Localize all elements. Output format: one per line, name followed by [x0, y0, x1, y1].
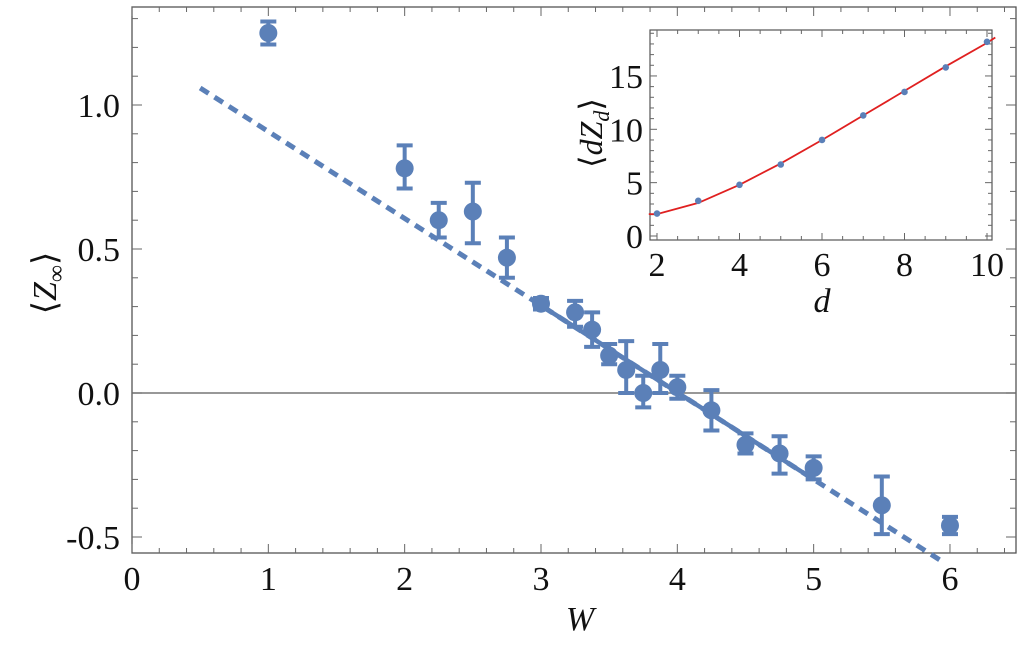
- marker: [651, 360, 670, 379]
- data-point: [651, 342, 670, 395]
- inset-x-tick-label: 2: [649, 247, 666, 284]
- inset-y-tick-label: 5: [626, 166, 643, 203]
- inset-data-point: [653, 210, 661, 217]
- data-point: [531, 294, 550, 313]
- data-point: [259, 19, 278, 47]
- marker: [429, 211, 448, 230]
- inset-y-tick-label: 10: [609, 112, 643, 149]
- data-point: [940, 514, 959, 537]
- data-point: [429, 200, 448, 240]
- y-tick-label: 1.0: [78, 88, 121, 125]
- ylabel-z: Z: [27, 281, 64, 301]
- main-y-axis-title: ⟨Z∞⟩: [27, 252, 70, 315]
- main-frame: [131, 6, 1017, 554]
- marker: [259, 24, 278, 42]
- data-point: [634, 373, 653, 410]
- inset-data-point: [818, 136, 826, 144]
- x-tick-label: 0: [124, 561, 141, 598]
- marker: [566, 303, 585, 322]
- main-x-axis-title: W: [566, 601, 597, 638]
- data-point: [463, 180, 482, 246]
- marker: [617, 360, 636, 379]
- ylabel-d: d: [573, 138, 609, 155]
- data-point: [668, 373, 687, 401]
- data-point: [583, 310, 602, 349]
- data-point: [770, 434, 789, 476]
- data-point: [566, 298, 585, 329]
- x-tick-label: 1: [260, 561, 277, 598]
- marker: [702, 401, 721, 420]
- inset-data-point: [983, 38, 991, 46]
- data-point: [395, 143, 414, 191]
- inset-x-tick-label: 6: [814, 247, 831, 284]
- inset-data-point: [736, 181, 743, 189]
- data-point: [600, 342, 619, 367]
- inset-x-tick-label: 8: [896, 247, 913, 284]
- x-tick-label: 4: [669, 561, 686, 598]
- data-point: [736, 431, 755, 456]
- data-point: [497, 235, 516, 280]
- ylabel-sub: ∞: [44, 265, 70, 282]
- marker: [736, 435, 755, 454]
- angle-close: ⟩: [27, 252, 64, 265]
- data-point: [804, 454, 823, 482]
- angle-open: ⟨: [27, 301, 64, 314]
- x-tick-label: 2: [396, 561, 413, 598]
- marker: [634, 384, 653, 402]
- ylabel-z: Z: [573, 120, 609, 139]
- inset-x-tick-labels: 2 4 6 8 10: [649, 247, 1005, 284]
- inset-x-tick-label: 4: [731, 247, 748, 284]
- inset-data-point: [694, 197, 702, 205]
- x-tick-label: 3: [532, 561, 549, 598]
- x-tick-label: 5: [805, 561, 822, 598]
- ylabel-sub: d: [589, 110, 614, 122]
- inset-y-tick-label: 15: [609, 59, 643, 96]
- x-tick-label: 6: [941, 561, 958, 598]
- inset-frame: [649, 29, 993, 241]
- marker: [940, 516, 959, 535]
- y-tick-label: 0.5: [78, 232, 121, 269]
- svg-text:⟨Z∞⟩: ⟨Z∞⟩: [27, 252, 70, 315]
- inset-x-tick-label: 10: [970, 247, 1004, 284]
- data-point: [702, 388, 721, 433]
- marker: [463, 202, 482, 221]
- inset-background: [650, 30, 992, 240]
- angle-open: ⟨: [573, 155, 609, 167]
- inset-x-axis-title: d: [814, 283, 832, 320]
- angle-close: ⟩: [573, 98, 609, 110]
- data-point: [617, 339, 636, 395]
- inset-data-point: [901, 88, 908, 96]
- main-ticks: [131, 7, 1016, 553]
- inset-data-point: [777, 161, 785, 168]
- marker: [600, 346, 619, 365]
- main-y-tick-labels: -0.5 0.0 0.5 1.0: [66, 88, 120, 557]
- inset-y-tick-labels: 0 5 10 15: [609, 59, 643, 256]
- y-tick-label: 0.0: [78, 376, 121, 413]
- main-data-points: [259, 19, 959, 537]
- main-x-tick-labels: 0 1 2 3 4 5 6: [124, 561, 959, 598]
- marker: [804, 458, 823, 477]
- marker: [770, 444, 789, 463]
- inset-y-tick-label: 0: [626, 219, 643, 256]
- y-tick-label: -0.5: [66, 520, 120, 557]
- marker: [583, 320, 602, 339]
- svg-text:⟨dZd⟩: ⟨dZd⟩: [573, 98, 614, 168]
- inset-ticks: [650, 30, 992, 240]
- inset-y-axis-title: ⟨dZd⟩: [573, 98, 614, 168]
- marker: [668, 378, 687, 397]
- marker: [872, 496, 891, 515]
- marker: [531, 294, 550, 313]
- inset-data-points: [653, 38, 991, 217]
- marker: [497, 248, 516, 267]
- data-point: [872, 474, 891, 537]
- inset-data-point: [859, 112, 867, 119]
- fit-line-dashed: [198, 85, 945, 565]
- inset-data-point: [942, 64, 950, 71]
- marker: [395, 159, 414, 178]
